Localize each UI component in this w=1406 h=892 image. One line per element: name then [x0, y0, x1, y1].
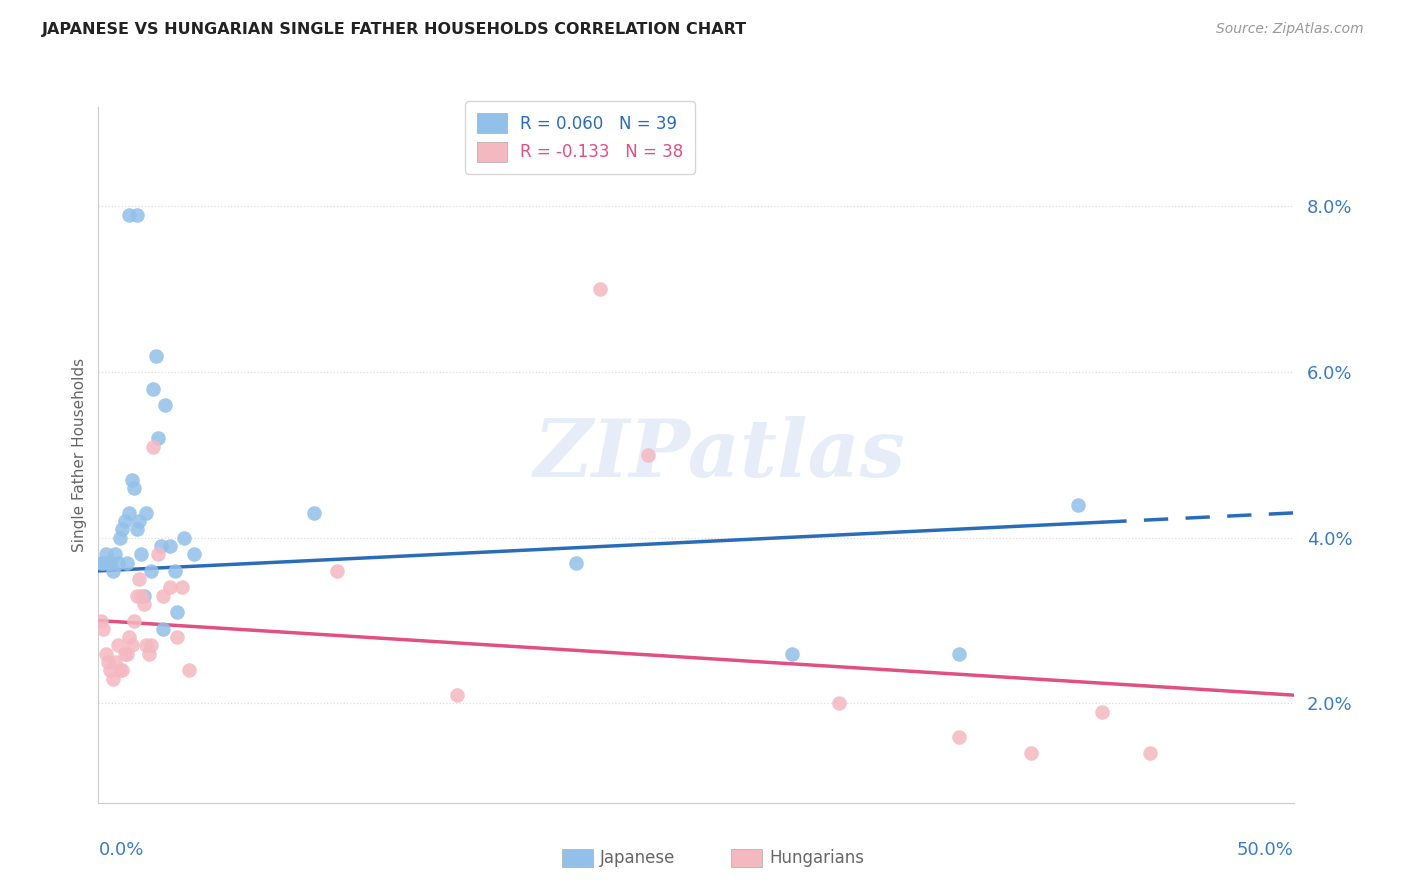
- Point: [159, 539, 181, 553]
- Point: [148, 431, 170, 445]
- Point: [637, 448, 659, 462]
- Point: [90, 556, 112, 570]
- Point: [128, 514, 150, 528]
- Point: [163, 564, 186, 578]
- Point: [125, 523, 148, 537]
- Point: [139, 564, 162, 578]
- Point: [114, 514, 136, 528]
- Point: [145, 349, 167, 363]
- Point: [1019, 746, 1042, 760]
- Point: [326, 564, 349, 578]
- Point: [166, 605, 188, 619]
- Point: [111, 523, 134, 537]
- Point: [565, 556, 588, 570]
- Point: [131, 547, 153, 561]
- Point: [111, 663, 134, 677]
- Point: [780, 647, 803, 661]
- Point: [118, 208, 141, 222]
- Text: ZIPatlas: ZIPatlas: [534, 417, 905, 493]
- Point: [142, 440, 165, 454]
- Point: [148, 547, 170, 561]
- Text: 0.0%: 0.0%: [98, 841, 143, 859]
- Point: [948, 647, 970, 661]
- Point: [101, 672, 124, 686]
- Point: [104, 655, 127, 669]
- Text: Hungarians: Hungarians: [769, 849, 865, 867]
- Text: 50.0%: 50.0%: [1237, 841, 1294, 859]
- Point: [166, 630, 188, 644]
- Point: [124, 614, 146, 628]
- Point: [108, 663, 131, 677]
- Point: [90, 614, 112, 628]
- Point: [1139, 746, 1161, 760]
- Point: [98, 663, 122, 677]
- Point: [135, 639, 157, 653]
- Point: [132, 589, 155, 603]
- Point: [155, 398, 177, 412]
- Point: [108, 531, 131, 545]
- Point: [142, 382, 165, 396]
- Point: [94, 647, 117, 661]
- Point: [107, 556, 129, 570]
- Legend: R = 0.060   N = 39, R = -0.133   N = 38: R = 0.060 N = 39, R = -0.133 N = 38: [465, 102, 695, 174]
- Point: [135, 506, 157, 520]
- Point: [1091, 705, 1114, 719]
- Point: [132, 597, 155, 611]
- Point: [104, 547, 127, 561]
- Point: [179, 663, 201, 677]
- Point: [124, 481, 146, 495]
- Point: [121, 473, 143, 487]
- Point: [446, 688, 468, 702]
- Point: [152, 589, 174, 603]
- Point: [149, 539, 172, 553]
- Point: [91, 622, 114, 636]
- Point: [589, 282, 612, 296]
- Point: [128, 572, 150, 586]
- Y-axis label: Single Father Households: Single Father Households: [72, 358, 87, 552]
- Point: [118, 506, 141, 520]
- Point: [91, 556, 114, 570]
- Point: [138, 647, 160, 661]
- Point: [114, 647, 136, 661]
- Point: [115, 647, 138, 661]
- Point: [125, 208, 148, 222]
- Point: [101, 564, 124, 578]
- Point: [97, 655, 120, 669]
- Point: [139, 639, 162, 653]
- Point: [173, 531, 195, 545]
- Point: [159, 581, 181, 595]
- Point: [948, 730, 970, 744]
- Text: Source: ZipAtlas.com: Source: ZipAtlas.com: [1216, 22, 1364, 37]
- Point: [115, 556, 138, 570]
- Point: [94, 547, 117, 561]
- Point: [121, 639, 143, 653]
- Point: [98, 556, 122, 570]
- Point: [107, 639, 129, 653]
- Point: [131, 589, 153, 603]
- Point: [152, 622, 174, 636]
- Text: JAPANESE VS HUNGARIAN SINGLE FATHER HOUSEHOLDS CORRELATION CHART: JAPANESE VS HUNGARIAN SINGLE FATHER HOUS…: [42, 22, 748, 37]
- Text: Japanese: Japanese: [600, 849, 676, 867]
- Point: [125, 589, 148, 603]
- Point: [118, 630, 141, 644]
- Point: [828, 697, 851, 711]
- Point: [302, 506, 325, 520]
- Point: [172, 581, 194, 595]
- Point: [183, 547, 205, 561]
- Point: [1067, 498, 1090, 512]
- Point: [97, 556, 120, 570]
